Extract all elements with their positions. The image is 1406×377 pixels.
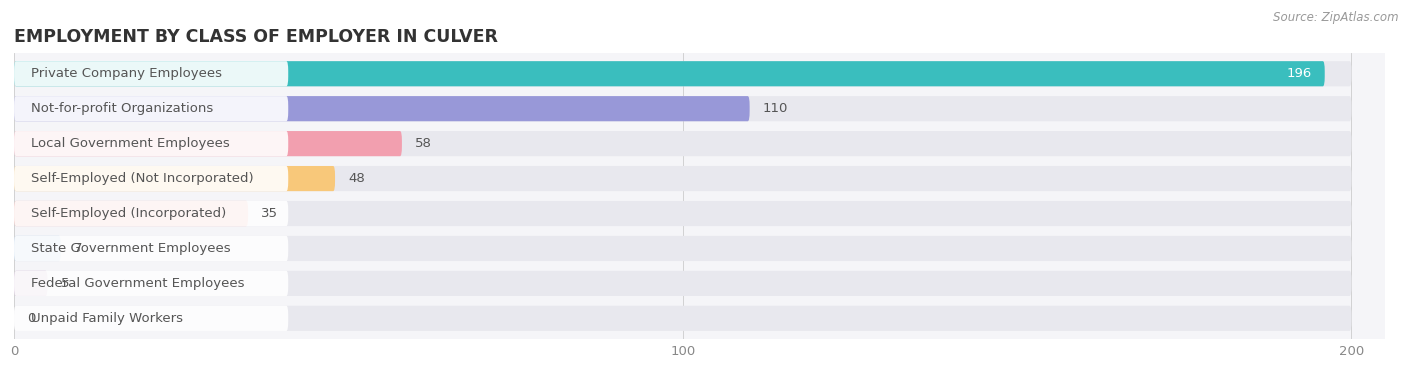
Text: Federal Government Employees: Federal Government Employees <box>31 277 245 290</box>
Text: 0: 0 <box>28 312 35 325</box>
FancyBboxPatch shape <box>14 96 749 121</box>
FancyBboxPatch shape <box>14 201 288 226</box>
FancyBboxPatch shape <box>14 306 288 331</box>
FancyBboxPatch shape <box>14 96 288 121</box>
Text: Self-Employed (Incorporated): Self-Employed (Incorporated) <box>31 207 226 220</box>
Text: 48: 48 <box>349 172 366 185</box>
Text: Local Government Employees: Local Government Employees <box>31 137 229 150</box>
FancyBboxPatch shape <box>14 61 288 86</box>
FancyBboxPatch shape <box>14 61 1351 86</box>
FancyBboxPatch shape <box>14 166 288 191</box>
FancyBboxPatch shape <box>14 236 288 261</box>
FancyBboxPatch shape <box>14 271 1351 296</box>
FancyBboxPatch shape <box>14 131 402 156</box>
Text: 35: 35 <box>262 207 278 220</box>
Text: 58: 58 <box>415 137 432 150</box>
Text: 110: 110 <box>763 102 789 115</box>
FancyBboxPatch shape <box>14 201 247 226</box>
Text: State Government Employees: State Government Employees <box>31 242 231 255</box>
Text: EMPLOYMENT BY CLASS OF EMPLOYER IN CULVER: EMPLOYMENT BY CLASS OF EMPLOYER IN CULVE… <box>14 28 498 46</box>
FancyBboxPatch shape <box>14 236 1351 261</box>
Text: 7: 7 <box>75 242 83 255</box>
Text: Self-Employed (Not Incorporated): Self-Employed (Not Incorporated) <box>31 172 253 185</box>
FancyBboxPatch shape <box>14 131 288 156</box>
Text: 196: 196 <box>1286 67 1312 80</box>
FancyBboxPatch shape <box>14 201 1351 226</box>
Text: Unpaid Family Workers: Unpaid Family Workers <box>31 312 183 325</box>
FancyBboxPatch shape <box>14 166 1351 191</box>
FancyBboxPatch shape <box>14 96 1351 121</box>
FancyBboxPatch shape <box>14 61 1324 86</box>
Text: 5: 5 <box>60 277 69 290</box>
FancyBboxPatch shape <box>14 271 48 296</box>
FancyBboxPatch shape <box>14 166 335 191</box>
Text: Private Company Employees: Private Company Employees <box>31 67 222 80</box>
FancyBboxPatch shape <box>14 236 60 261</box>
Text: Not-for-profit Organizations: Not-for-profit Organizations <box>31 102 214 115</box>
FancyBboxPatch shape <box>14 131 1351 156</box>
Text: Source: ZipAtlas.com: Source: ZipAtlas.com <box>1274 11 1399 24</box>
FancyBboxPatch shape <box>14 271 288 296</box>
FancyBboxPatch shape <box>14 306 1351 331</box>
